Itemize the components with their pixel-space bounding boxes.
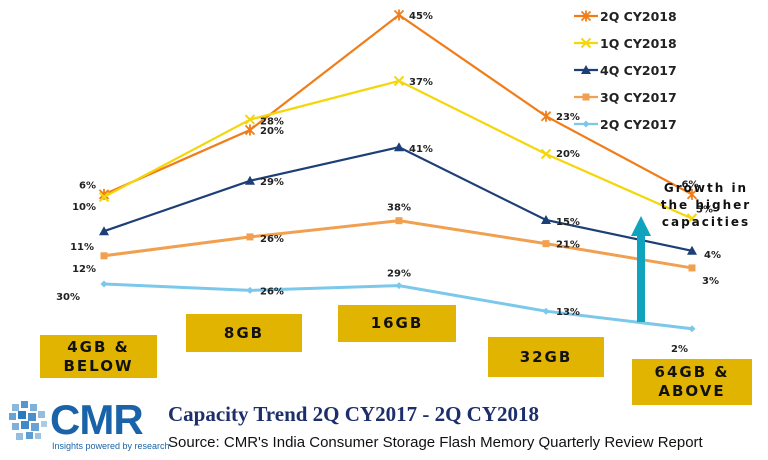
data-label: 11% [70, 242, 94, 253]
legend-item-0: 2Q CY2018 [574, 9, 677, 24]
legend-label: 2Q CY2018 [600, 9, 677, 24]
series-2-point-1 [245, 175, 255, 185]
growth-arrow-icon [631, 216, 651, 322]
category-8gb: 8GB [186, 314, 302, 352]
chart-title: Capacity Trend 2Q CY2017 - 2Q CY2018 [168, 402, 540, 426]
data-label: 3% [702, 276, 719, 287]
data-label: 38% [387, 203, 411, 214]
data-label: 20% [556, 149, 580, 160]
legend-item-3: 3Q CY2017 [574, 90, 677, 105]
category-64gb-above: 64GB & ABOVE [632, 359, 752, 405]
series-2-point-3 [541, 215, 551, 224]
series-3-point-4 [688, 264, 696, 272]
series-1-point-2 [393, 75, 405, 87]
series-line-3 [103, 219, 693, 270]
series-0-point-1 [244, 124, 256, 136]
series-lines [98, 9, 698, 333]
legend-label: 3Q CY2017 [600, 90, 677, 105]
legend-label: 2Q CY2017 [600, 117, 677, 132]
data-label: 2% [671, 344, 688, 355]
legend-label: 4Q CY2017 [600, 63, 677, 78]
data-label: 4% [704, 250, 721, 261]
data-label: 13% [556, 307, 580, 318]
data-label: 10% [72, 202, 96, 213]
data-labels: 6% 20% 45% 23% 6% 10% 28% 37% 20% 5% 11% 29% 41% 15% 4… [56, 11, 721, 355]
series-3-point-3 [542, 240, 550, 248]
category-16gb: 16GB [338, 305, 456, 342]
legend-item-1: 1Q CY2018 [574, 36, 677, 51]
growth-annotation: Growth in the higher capacities [660, 181, 752, 229]
category-4gb-below: 4GB & BELOW [40, 335, 157, 378]
logo-wordmark: CMR [50, 396, 144, 443]
series-4-point-0 [100, 280, 108, 288]
category-32gb: 32GB [488, 337, 604, 377]
series-line-2 [103, 146, 693, 252]
series-2-point-2 [394, 142, 404, 152]
series-4-point-4 [688, 325, 696, 333]
legend-item-2: 4Q CY2017 [574, 63, 677, 78]
data-label: 29% [387, 269, 411, 280]
data-label: 6% [682, 179, 699, 190]
legend-label: 1Q CY2018 [600, 36, 677, 51]
data-label: 26% [260, 234, 284, 245]
data-label: 20% [260, 126, 284, 137]
source-note: Source: CMR's India Consumer Storage Fla… [168, 434, 703, 451]
series-0-point-4 [686, 188, 698, 200]
legend-marker-0 [580, 10, 592, 22]
series-1-point-3 [540, 148, 552, 160]
data-label: 26% [260, 286, 284, 297]
data-label: 5% [696, 205, 713, 216]
legend-marker-3 [582, 93, 590, 101]
data-label: 23% [556, 112, 580, 123]
data-label: 41% [409, 144, 433, 155]
data-label: 45% [409, 11, 433, 22]
legend: 2Q CY2018 1Q CY2018 4Q CY2017 3Q CY2017 2Q C… [574, 9, 677, 132]
series-3-point-0 [100, 252, 108, 260]
series-2-point-0 [99, 226, 109, 236]
series-1-point-0 [98, 191, 110, 203]
legend-marker-1 [580, 37, 592, 49]
series-4-point-3 [542, 307, 550, 315]
growth-arrow [631, 216, 651, 322]
data-label: 12% [72, 264, 96, 275]
data-label: 21% [556, 240, 580, 251]
series-4-point-1 [246, 286, 254, 294]
logo-tagline: Insights powered by research [52, 441, 170, 451]
data-label: 30% [56, 292, 80, 303]
data-label: 28% [260, 117, 284, 128]
series-3-point-2 [395, 217, 403, 225]
legend-item-4: 2Q CY2017 [574, 117, 677, 132]
series-3-point-1 [246, 233, 254, 241]
legend-marker-2 [581, 65, 591, 74]
series-4-point-2 [395, 282, 403, 290]
series-1-point-1 [244, 114, 256, 125]
data-label: 37% [409, 77, 433, 88]
data-label: 29% [260, 177, 284, 188]
cmr-logo-icon [9, 401, 47, 440]
data-label: 6% [79, 180, 96, 191]
series-0-point-3 [540, 110, 552, 122]
series-0-point-2 [393, 9, 405, 21]
series-2-point-4 [687, 245, 697, 255]
series-1-point-4 [686, 213, 698, 224]
legend-marker-4 [582, 120, 590, 128]
data-label: 15% [556, 217, 580, 228]
